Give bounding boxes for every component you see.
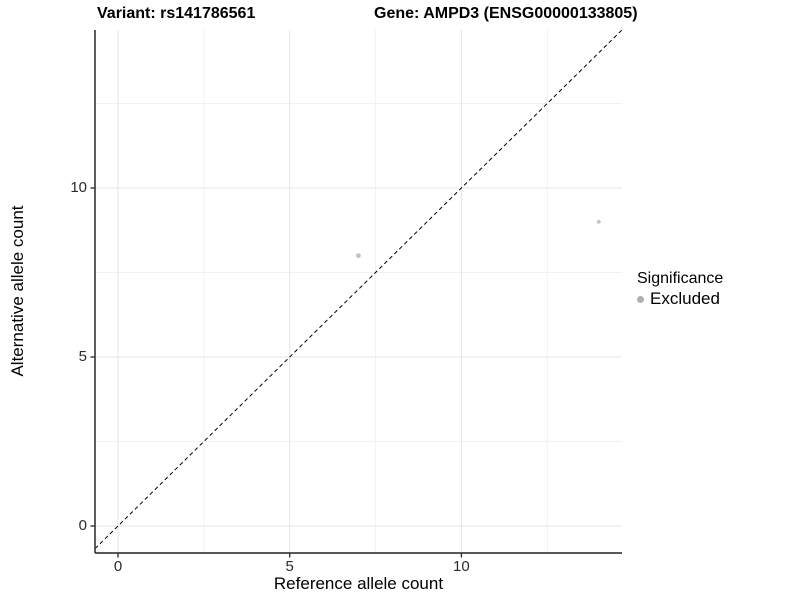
gene-title: Gene: AMPD3 (ENSG00000133805) xyxy=(374,5,638,22)
legend-item-excluded: Excluded xyxy=(637,289,723,309)
y-axis-title: Alternative allele count xyxy=(8,205,27,377)
legend: Significance Excluded xyxy=(637,270,723,309)
x-axis-title: Reference allele count xyxy=(273,574,444,593)
x-tick-label: 5 xyxy=(285,558,294,575)
variant-title: Variant: rs141786561 xyxy=(97,5,256,22)
y-tick-label: 10 xyxy=(70,179,87,196)
data-point xyxy=(596,219,601,224)
legend-title: Significance xyxy=(637,270,724,287)
excluded-point-icon xyxy=(637,295,644,303)
y-tick-label: 0 xyxy=(78,517,87,534)
identity-line xyxy=(94,29,623,549)
x-tick-label: 10 xyxy=(453,558,470,575)
x-tick-label: 0 xyxy=(113,558,123,575)
legend-item-label: Excluded xyxy=(650,289,720,308)
data-point xyxy=(355,253,361,258)
y-tick-label: 5 xyxy=(78,348,87,365)
